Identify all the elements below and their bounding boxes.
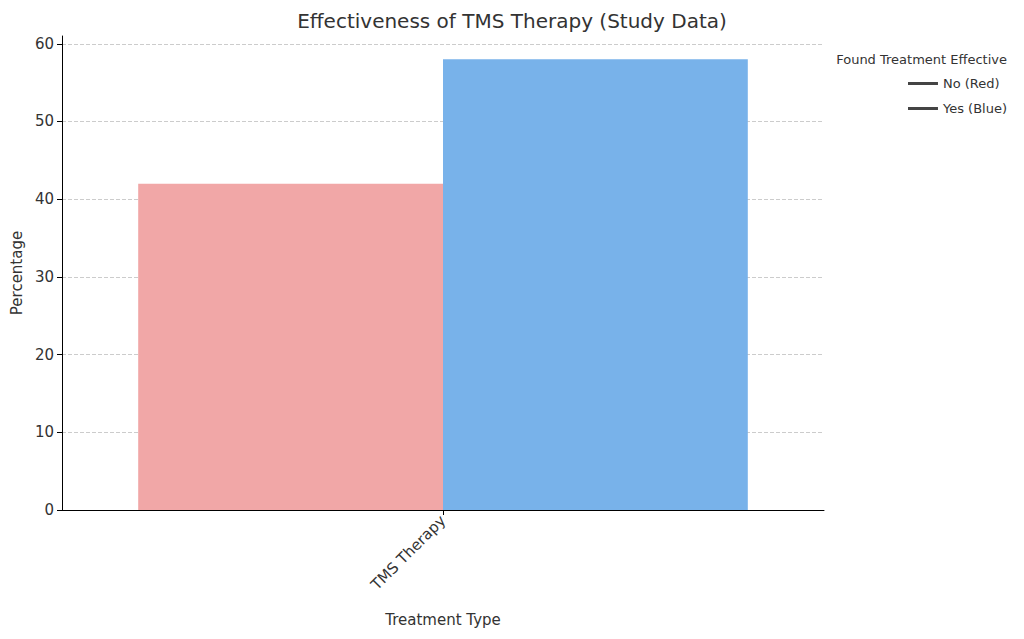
svg-text:Treatment Type: Treatment Type xyxy=(384,611,501,629)
svg-text:TMS Therapy: TMS Therapy xyxy=(367,512,450,595)
svg-text:Found Treatment Effective: Found Treatment Effective xyxy=(836,52,1007,67)
svg-text:Yes (Blue): Yes (Blue) xyxy=(942,101,1007,116)
svg-text:20: 20 xyxy=(35,346,54,364)
svg-text:60: 60 xyxy=(35,35,54,53)
svg-text:40: 40 xyxy=(35,190,54,208)
svg-text:10: 10 xyxy=(35,423,54,441)
svg-text:Percentage: Percentage xyxy=(8,231,26,315)
svg-text:No (Red): No (Red) xyxy=(943,76,1000,91)
svg-text:30: 30 xyxy=(35,268,54,286)
svg-text:0: 0 xyxy=(44,501,54,519)
svg-text:50: 50 xyxy=(35,112,54,130)
svg-text:Effectiveness of TMS Therapy (: Effectiveness of TMS Therapy (Study Data… xyxy=(297,9,727,33)
